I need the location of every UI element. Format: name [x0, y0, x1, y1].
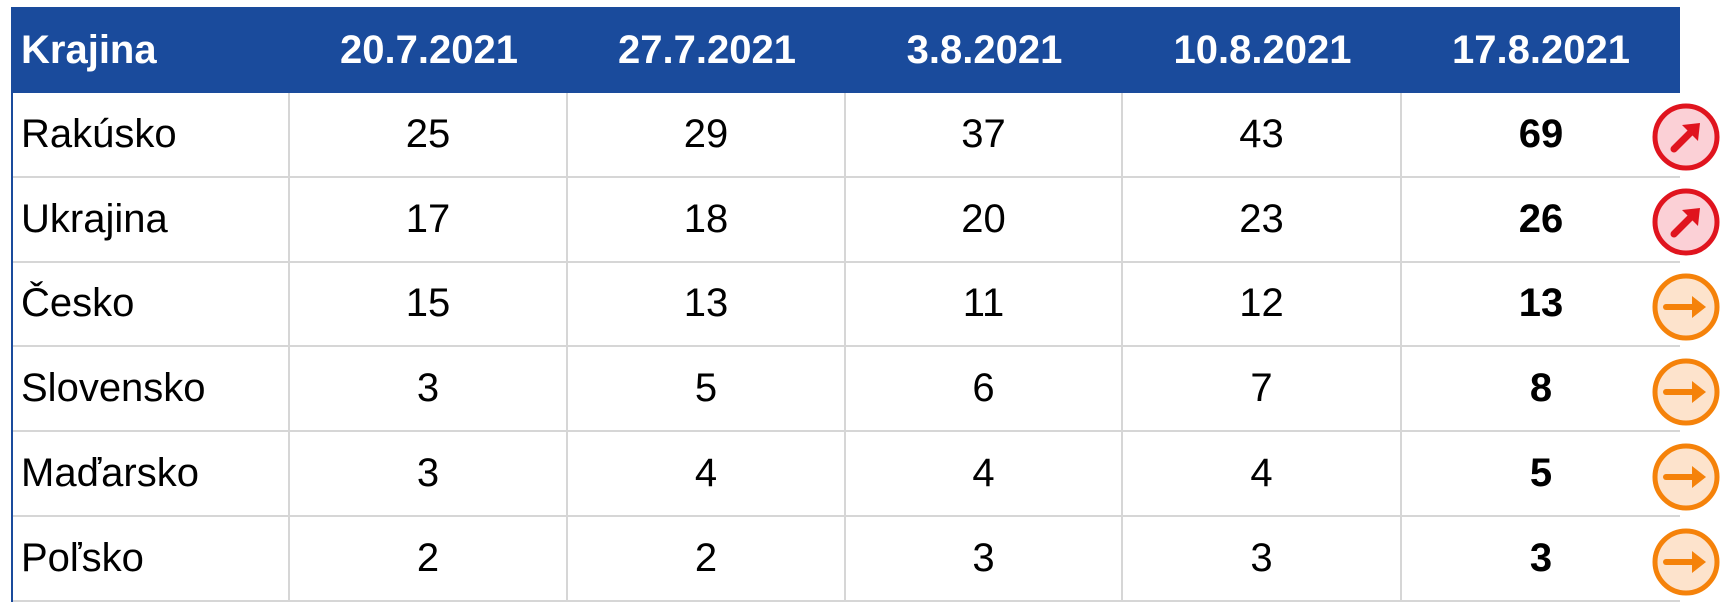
- trend-icon: [1655, 361, 1717, 423]
- cell: 3.8.2021: [906, 27, 1063, 72]
- row-label: Slovensko: [13, 347, 290, 433]
- table-row: Maďarsko 3 4 4 4 5: [13, 432, 1680, 517]
- cell: 26: [1402, 178, 1680, 263]
- trend-icon: [1655, 446, 1717, 508]
- cell: 43: [1123, 93, 1402, 178]
- cell: 12: [1123, 262, 1402, 348]
- trend-icon: [1655, 531, 1717, 593]
- cell: 25: [290, 93, 568, 178]
- cell: 7: [1123, 347, 1402, 433]
- row-label: Maďarsko: [13, 432, 290, 517]
- row-label: Poľsko: [13, 517, 290, 602]
- cell: 17.8.2021: [1452, 27, 1630, 72]
- cell: 20: [846, 177, 1123, 263]
- header-row: Krajina 20.7.2021 27.7.2021 3.8.2021 10.8.20…: [13, 7, 1680, 93]
- cell: 10.8.2021: [1173, 27, 1352, 72]
- table: Krajina 20.7.2021 27.7.2021 3.8.2021 10.8.20…: [11, 7, 1680, 602]
- cell: 13: [1402, 263, 1680, 348]
- trend-icon: [1655, 106, 1717, 168]
- cell: 5: [1402, 432, 1680, 517]
- cell: 3: [290, 347, 568, 433]
- cell: 27.7.2021: [618, 27, 796, 72]
- table-row: Ukrajina 17 18 20 23 26: [13, 177, 1680, 263]
- row-label: Ukrajina: [13, 177, 290, 263]
- cell: 4: [846, 432, 1123, 517]
- cell: 6: [846, 347, 1123, 433]
- cell: 3: [290, 432, 568, 517]
- table-row: Poľsko 2 2 3 3 3: [13, 517, 1680, 602]
- cell: 13: [568, 262, 846, 348]
- cell: 37: [846, 93, 1123, 178]
- row-label: Krajina: [21, 27, 157, 72]
- table-row: Česko 15 13 11 12 13: [13, 262, 1680, 348]
- cell: 2: [290, 517, 568, 602]
- cell: 69: [1402, 93, 1680, 178]
- cell: 2: [568, 517, 846, 602]
- cell: 20.7.2021: [340, 27, 518, 72]
- cell: 4: [568, 432, 846, 517]
- trend-icon: [1655, 191, 1717, 253]
- cell: 17: [290, 177, 568, 263]
- cell: 3: [1123, 517, 1402, 602]
- cell: 3: [846, 517, 1123, 602]
- cell: 15: [290, 262, 568, 348]
- cell: 29: [568, 93, 846, 178]
- cell: 5: [568, 347, 846, 433]
- table-row: Rakúsko 25 29 37 43 69: [13, 93, 1680, 178]
- table-row: Slovensko 3 5 6 7 8: [13, 347, 1680, 433]
- row-label: Česko: [13, 262, 290, 348]
- cell: 11: [846, 262, 1123, 348]
- cell: 3: [1402, 517, 1680, 602]
- cell: 4: [1123, 432, 1402, 517]
- cell: 8: [1402, 347, 1680, 433]
- cell: 23: [1123, 177, 1402, 263]
- row-label: Rakúsko: [13, 93, 290, 178]
- trend-icon: [1655, 276, 1717, 338]
- cell: 18: [568, 177, 846, 263]
